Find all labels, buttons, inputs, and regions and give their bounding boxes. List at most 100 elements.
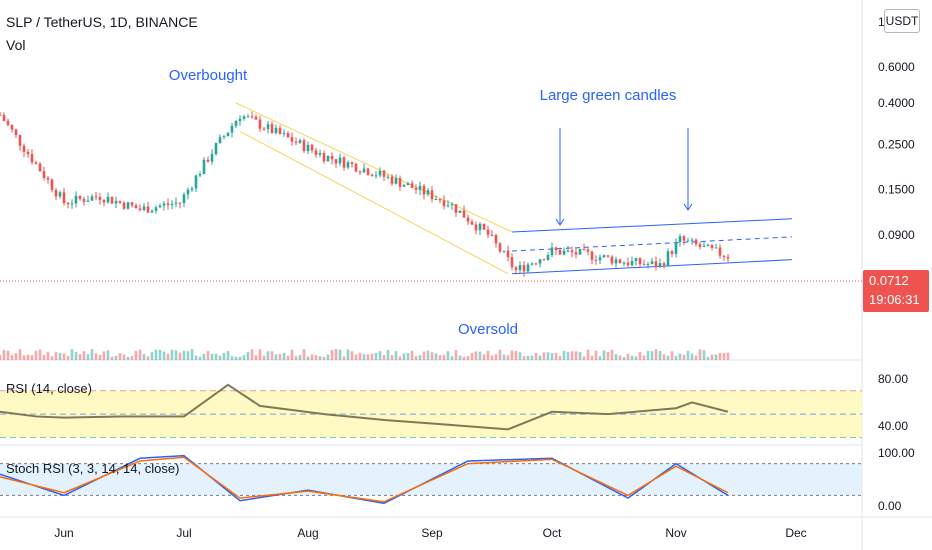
volume-bar: [446, 351, 450, 360]
rising-channel-upper: [511, 218, 793, 233]
volume-bar: [350, 351, 354, 360]
candle-body: [414, 187, 418, 190]
candle-body: [386, 176, 390, 178]
volume-bar: [658, 350, 662, 360]
volume-bar: [494, 354, 498, 360]
candle-body: [290, 137, 294, 142]
volume-bar: [458, 355, 462, 360]
volume-bar: [166, 353, 170, 360]
volume-bar: [678, 353, 682, 360]
candle-body: [70, 203, 74, 205]
candle-body: [294, 141, 298, 143]
candle-body: [566, 250, 570, 252]
candle-body: [458, 210, 462, 213]
volume-bar: [454, 350, 458, 360]
volume-bar: [2, 349, 6, 360]
candle-body: [174, 202, 178, 204]
time-axis-label: Nov: [665, 526, 686, 540]
volume-bar: [174, 350, 178, 360]
candle-body: [0, 114, 2, 116]
candle-body: [454, 204, 458, 213]
candle-body: [46, 177, 50, 180]
volume-bar: [270, 351, 274, 360]
volume-bar: [146, 356, 150, 360]
volume-bar: [54, 351, 58, 360]
volume-bar: [506, 355, 510, 360]
candle-body: [18, 134, 22, 146]
volume-bar: [714, 354, 718, 360]
volume-bar: [382, 354, 386, 360]
volume-bar: [610, 349, 614, 360]
candle-body: [162, 203, 166, 206]
volume-bar: [34, 350, 38, 360]
volume-bar: [158, 349, 162, 360]
volume-bar: [358, 352, 362, 360]
volume-bar: [474, 351, 478, 360]
time-axis-label: Jun: [54, 526, 73, 540]
volume-bar: [170, 349, 174, 360]
volume-bar: [638, 351, 642, 360]
volume-bar: [322, 356, 326, 360]
candle-body: [170, 203, 174, 205]
last-price-tag: 0.0712 19:06:31: [863, 270, 929, 312]
volume-bar: [634, 356, 638, 360]
candle-body: [226, 132, 230, 137]
candle-body: [42, 171, 46, 178]
candle-body: [554, 247, 558, 251]
volume-bar: [330, 350, 334, 360]
candle-body: [714, 247, 718, 249]
rsi-line: [0, 383, 729, 431]
volume-bar: [234, 356, 238, 360]
volume-bar: [554, 352, 558, 360]
candle-body: [530, 263, 534, 265]
currency-button[interactable]: USDT: [884, 9, 920, 33]
volume-bar: [490, 355, 494, 360]
chart-title: SLP / TetherUS, 1D, BINANCE: [6, 14, 198, 30]
candle-body: [374, 175, 378, 177]
candle-body: [330, 155, 334, 160]
candle-body: [426, 190, 430, 195]
annotation-label: Overbought: [169, 67, 248, 84]
volume-bar: [306, 356, 310, 360]
candle-body: [210, 154, 214, 162]
volume-bar: [402, 353, 406, 360]
volume-bar: [162, 351, 166, 360]
volume-bar: [246, 351, 250, 360]
volume-bar: [550, 352, 554, 360]
candle-body: [358, 171, 362, 173]
candle-body: [654, 261, 658, 268]
candle-body: [78, 195, 82, 199]
volume-bar: [118, 353, 122, 360]
volume-bar: [130, 356, 134, 360]
volume-bar: [70, 349, 74, 360]
volume-bar: [590, 355, 594, 360]
time-axis-label: Oct: [543, 526, 562, 540]
candle-body: [266, 124, 270, 130]
candle-body: [502, 250, 506, 252]
volume-bar: [362, 354, 366, 360]
volume-bar: [42, 355, 46, 360]
volume-bar: [90, 349, 94, 360]
candle-body: [506, 250, 510, 258]
candle-body: [306, 144, 310, 152]
candle-body: [14, 129, 18, 135]
volume-bar: [694, 355, 698, 360]
candle-body: [690, 239, 694, 241]
candle-body: [466, 217, 470, 222]
candle-body: [686, 240, 690, 242]
volume-bar: [30, 355, 34, 360]
candle-body: [142, 206, 146, 210]
candle-body: [126, 202, 130, 209]
candle-body: [406, 183, 410, 186]
candle-body: [342, 157, 346, 168]
candle-body: [6, 120, 10, 125]
volume-bar: [426, 350, 430, 360]
candle-body: [230, 125, 234, 133]
candle-body: [198, 174, 202, 176]
volume-bar: [290, 349, 294, 360]
volume-bar: [574, 351, 578, 360]
volume-bar: [98, 354, 102, 360]
candle-body: [90, 196, 94, 201]
time-axis-label: Dec: [785, 526, 806, 540]
candle-body: [50, 179, 54, 191]
